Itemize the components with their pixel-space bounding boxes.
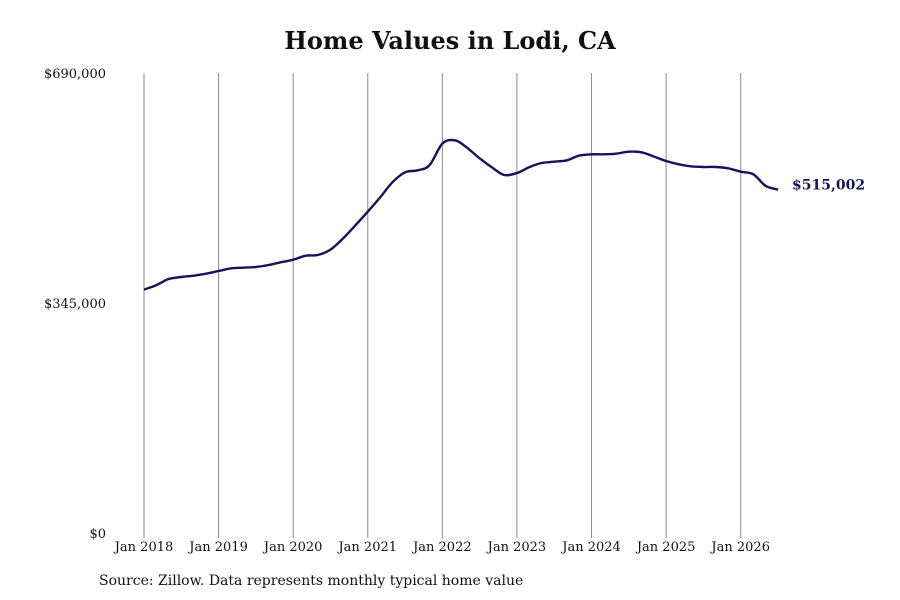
y-axis-ticks: $0 $345,000 $690,000 bbox=[44, 67, 106, 542]
x-tick-label: Jan 2020 bbox=[262, 540, 323, 555]
series-line bbox=[143, 138, 779, 291]
x-tick-label: Jan 2022 bbox=[411, 540, 472, 555]
source-note: Source: Zillow. Data represents monthly … bbox=[99, 573, 524, 589]
gridlines bbox=[143, 73, 742, 533]
chart-title: Home Values in Lodi, CA bbox=[284, 26, 616, 55]
x-tick-label: Jan 2025 bbox=[635, 540, 696, 555]
y-tick-label: $690,000 bbox=[44, 67, 106, 82]
x-tick-label: Jan 2018 bbox=[113, 540, 174, 555]
x-tick-label: Jan 2024 bbox=[560, 540, 621, 555]
x-tick-label: Jan 2023 bbox=[486, 540, 547, 555]
series-layer: $515,002 bbox=[143, 138, 865, 291]
x-axis-ticks: Jan 2018 Jan 2019 Jan 2020 Jan 2021 Jan 2022… bbox=[113, 533, 770, 555]
x-tick-label: Jan 2019 bbox=[187, 540, 248, 555]
x-tick-label: Jan 2021 bbox=[336, 540, 397, 555]
y-tick-label: $0 bbox=[89, 527, 106, 542]
x-tick-label: Jan 2026 bbox=[709, 540, 770, 555]
y-tick-label: $345,000 bbox=[44, 297, 106, 312]
end-value-label: $515,002 bbox=[792, 178, 865, 194]
